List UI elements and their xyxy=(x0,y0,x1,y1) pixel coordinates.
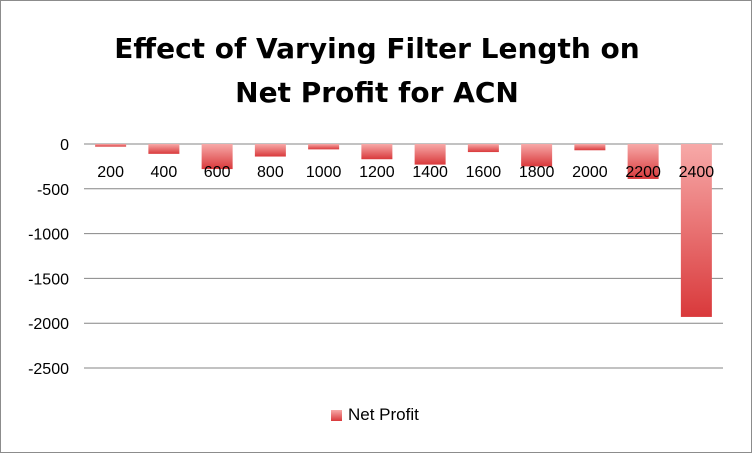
chart-title: Effect of Varying Filter Length on Net P… xyxy=(114,32,640,109)
y-axis-labels: 0 -500 -1000 -1500 -2000 -2500 xyxy=(28,137,69,378)
bar xyxy=(627,144,659,179)
y-tick-label: -2500 xyxy=(28,361,69,378)
x-tick-label: 1200 xyxy=(359,164,395,181)
y-tick-label: -500 xyxy=(37,182,69,199)
legend-label: Net Profit xyxy=(348,405,419,424)
bar xyxy=(521,144,553,167)
bars xyxy=(95,144,712,317)
x-tick-label: 200 xyxy=(97,164,124,181)
y-tick-label: -2000 xyxy=(28,316,69,333)
legend: Net Profit xyxy=(331,405,419,425)
bar xyxy=(467,144,499,153)
x-tick-label: 400 xyxy=(151,164,178,181)
y-tick-label: -1000 xyxy=(28,227,69,244)
bar xyxy=(254,144,286,157)
x-tick-label: 1800 xyxy=(519,164,555,181)
bar xyxy=(574,144,606,151)
x-tick-label: 2200 xyxy=(625,164,661,181)
legend-swatch xyxy=(331,409,342,421)
x-tick-label: 1400 xyxy=(412,164,448,181)
bar xyxy=(361,144,393,160)
bar xyxy=(414,144,446,165)
x-tick-label: 800 xyxy=(257,164,284,181)
y-tick-label: -1500 xyxy=(28,271,69,288)
x-tick-label: 1600 xyxy=(466,164,502,181)
x-tick-label: 1000 xyxy=(306,164,342,181)
x-tick-label: 2400 xyxy=(679,164,715,181)
bar xyxy=(680,144,712,317)
bar xyxy=(308,144,340,150)
gridlines xyxy=(84,143,723,369)
bar xyxy=(148,144,180,154)
bar xyxy=(95,144,127,147)
y-tick-label: 0 xyxy=(60,137,69,154)
x-tick-label: 600 xyxy=(204,164,231,181)
bar xyxy=(201,144,233,170)
x-axis-labels: 200 400 600 800 1000 1200 1400 1600 1800 2000 2200… xyxy=(97,164,714,181)
x-tick-label: 2000 xyxy=(572,164,608,181)
